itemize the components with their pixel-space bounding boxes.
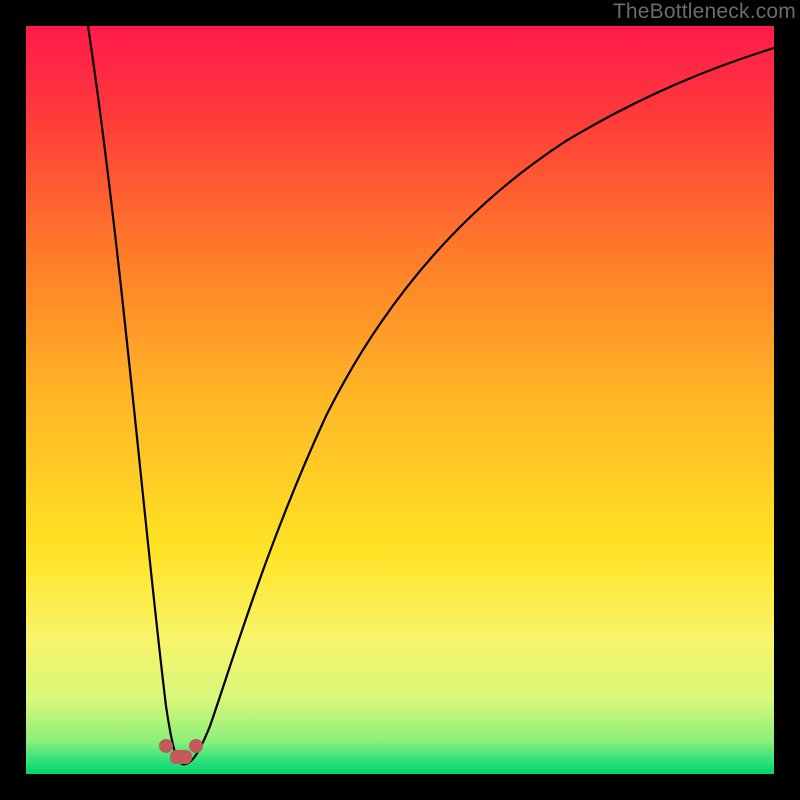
- watermark-text: TheBottleneck.com: [613, 0, 796, 24]
- bottleneck-curve: [26, 26, 774, 774]
- min-marker-right: [189, 739, 203, 753]
- min-marker-connector: [170, 750, 192, 764]
- plot-area: [26, 26, 774, 774]
- chart-frame: { "watermark": { "text": "TheBottleneck.…: [0, 0, 800, 800]
